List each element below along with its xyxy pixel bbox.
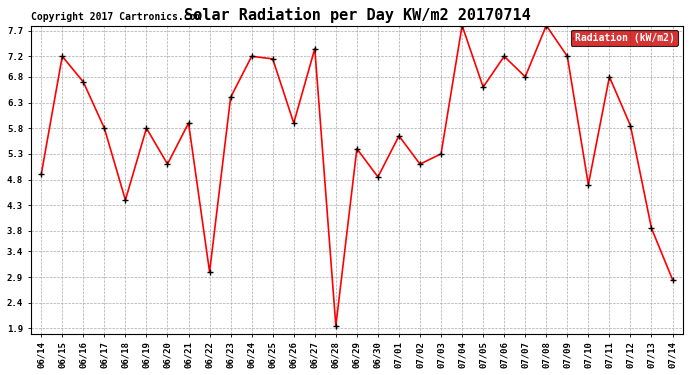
Text: Copyright 2017 Cartronics.com: Copyright 2017 Cartronics.com — [31, 12, 201, 22]
Title: Solar Radiation per Day KW/m2 20170714: Solar Radiation per Day KW/m2 20170714 — [184, 7, 530, 23]
Legend: Radiation (kW/m2): Radiation (kW/m2) — [571, 30, 678, 46]
